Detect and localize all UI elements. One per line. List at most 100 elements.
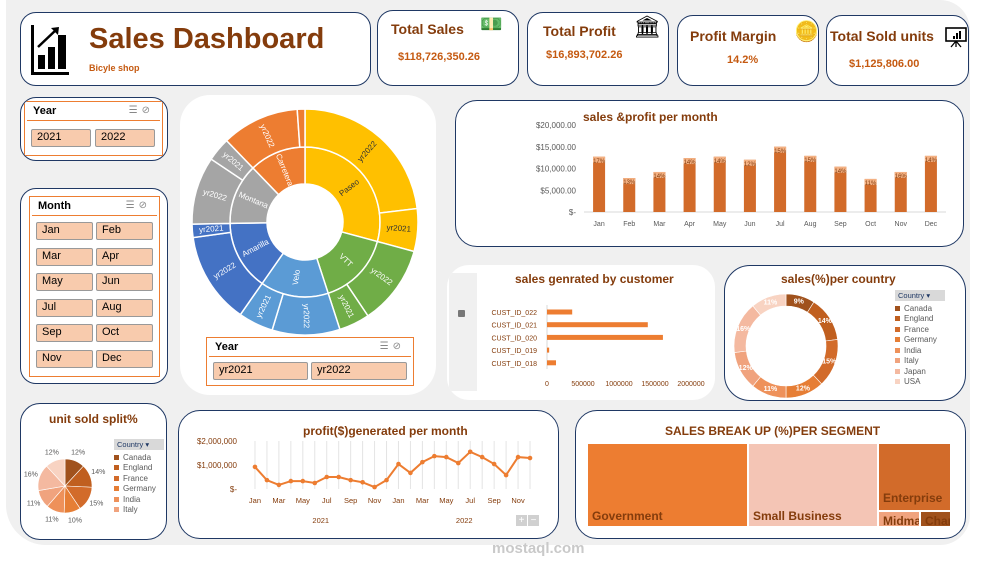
- treemap-enterprise[interactable]: Enterprise: [878, 443, 951, 511]
- x-tick-label: Aug: [804, 221, 817, 228]
- country-donut-chart: 9% 14% 15% 12% 11% 12% 16% 11%: [733, 293, 839, 399]
- month-jul-button[interactable]: Jul: [36, 298, 93, 317]
- legend-item: Canada: [114, 453, 164, 464]
- customer-chart-card: sales genrated by customer CUST_ID_022 CU…: [447, 265, 715, 400]
- month-sep-button[interactable]: Sep: [36, 324, 93, 342]
- month-mar-button[interactable]: Mar: [36, 247, 93, 266]
- sunburst-outer-label: yr2022: [302, 304, 311, 329]
- multi-select-icon[interactable]: ☰⊘: [125, 200, 151, 211]
- collapse-button[interactable]: −: [528, 515, 539, 526]
- yr2022-button[interactable]: yr2022: [311, 362, 407, 380]
- x-tick-label: Jan: [593, 221, 604, 228]
- legend-label: India: [904, 345, 922, 355]
- legend-item: England: [114, 463, 164, 474]
- legend-swatch: [114, 486, 119, 492]
- unit-sold-card: unit sold split% 12% 14% 15% 10% 11% 11% 16% 12…: [20, 403, 167, 540]
- legend-label: Italy: [123, 505, 138, 514]
- year-slicer-2: Year ☰⊘ yr2021 yr2022: [206, 337, 414, 386]
- legend-swatch: [114, 496, 119, 502]
- slice-data-label: 12%: [796, 386, 811, 393]
- data-point: [467, 449, 473, 455]
- month-jan-button[interactable]: Jan: [36, 222, 93, 240]
- chart-title: sales genrated by customer: [515, 272, 674, 286]
- y-tick-label: $2,000,000: [197, 437, 238, 446]
- treemap-midmarket[interactable]: Midmarket: [878, 511, 920, 527]
- month-feb-button[interactable]: Feb: [96, 222, 153, 240]
- country-legend: Country ▾ Canada England France Germany Indi…: [895, 290, 945, 388]
- legend-item: USA: [895, 377, 945, 388]
- legend-label: Germany: [904, 335, 937, 344]
- x-tick-label: Jan: [249, 496, 261, 505]
- bar-data-label: 15%: [774, 149, 787, 155]
- bar-data-label: 11%: [865, 181, 877, 187]
- slicer-title: Month: [38, 200, 71, 212]
- legend-item: France: [114, 474, 164, 485]
- legend-label: Canada: [123, 452, 152, 462]
- year-slicer: Year ☰⊘ 2021 2022: [24, 101, 163, 156]
- kpi-label: Total Sales: [391, 21, 464, 37]
- bar-cust_id_022: [547, 309, 573, 315]
- month-slicer: Month ☰⊘ Jan Feb Mar Apr May Jun Jul Aug Sep Oct No…: [29, 196, 160, 377]
- bar-cust_id_018: [547, 360, 556, 366]
- data-point: [455, 460, 461, 466]
- legend-swatch: [895, 368, 900, 374]
- treemap-small-business[interactable]: Small Business: [748, 443, 878, 527]
- slice-data-label: 16%: [736, 326, 751, 333]
- customer-bar-chart: CUST_ID_022 CUST_ID_021 CUST_ID_020 CUST_ID…: [491, 305, 705, 388]
- month-apr-button[interactable]: Apr: [96, 247, 153, 266]
- bar-jan: [593, 156, 606, 212]
- slice-data-label: 11%: [27, 501, 41, 508]
- chart-title: sales(%)per country: [781, 272, 896, 286]
- profit-line: [254, 450, 531, 489]
- x-tick-label: Nov: [511, 496, 525, 505]
- legend-swatch: [895, 358, 900, 364]
- year-2022-button[interactable]: 2022: [95, 129, 155, 147]
- legend-label: Japan: [904, 366, 926, 376]
- multi-select-icon[interactable]: ☰⊘: [379, 341, 405, 352]
- x-tick-label: Sep: [344, 496, 357, 505]
- bar-nov: [894, 171, 907, 212]
- slice-other: [46, 458, 66, 487]
- page-subtitle: Bicyle shop: [89, 63, 140, 73]
- country-filter-dropdown[interactable]: Country ▾: [114, 439, 164, 450]
- x-tick-label: Nov: [368, 496, 382, 505]
- x-tick-label: Jul: [322, 496, 332, 505]
- slice-data-label: 9%: [794, 299, 805, 306]
- multi-select-icon[interactable]: ☰⊘: [128, 105, 154, 116]
- bar-cust_id_020: [547, 334, 663, 340]
- data-point: [444, 454, 449, 460]
- scroll-handle[interactable]: [449, 273, 477, 391]
- month-aug-button[interactable]: Aug: [96, 298, 153, 317]
- x-tick-label: Jul: [776, 221, 785, 228]
- year-slicer-card: Year ☰⊘ 2021 2022: [20, 97, 168, 161]
- legend-item: India: [895, 346, 945, 357]
- presentation-icon: [945, 27, 967, 48]
- treemap-channel[interactable]: Channel: [920, 511, 951, 527]
- legend-swatch: [895, 379, 900, 385]
- yr2021-button[interactable]: yr2021: [213, 362, 308, 380]
- y-tick-label: CUST_ID_018: [491, 361, 537, 368]
- month-may-button[interactable]: May: [36, 273, 93, 291]
- legend-swatch: [895, 326, 900, 332]
- treemap-government[interactable]: Government: [587, 443, 748, 527]
- country-filter-dropdown[interactable]: Country ▾: [895, 290, 945, 301]
- legend-label: Germany: [123, 484, 156, 493]
- month-jun-button[interactable]: Jun: [96, 273, 153, 291]
- x-tick-label: Oct: [865, 221, 876, 228]
- sunburst-card: Paseo VTT Velo Amarilla Montana Carretera yr20…: [180, 95, 436, 395]
- expand-button[interactable]: +: [516, 515, 527, 526]
- data-point: [479, 454, 485, 460]
- bar-data-label: 13%: [623, 180, 636, 186]
- legend-item: Italy: [895, 356, 945, 367]
- bar-cap: [774, 146, 787, 153]
- month-oct-button[interactable]: Oct: [96, 324, 153, 342]
- year-2021-button[interactable]: 2021: [31, 129, 91, 147]
- slice-data-label: 16%: [24, 471, 38, 478]
- y-tick-label: $5,000.00: [540, 186, 576, 195]
- x-tick-label: May: [713, 221, 727, 228]
- kpi-value: $118,726,350.26: [398, 51, 480, 63]
- y-tick-label: $10,000.00: [536, 165, 577, 174]
- month-nov-button[interactable]: Nov: [36, 349, 93, 368]
- y-tick-label: CUST_ID_021: [491, 323, 537, 330]
- month-dec-button[interactable]: Dec: [96, 349, 153, 368]
